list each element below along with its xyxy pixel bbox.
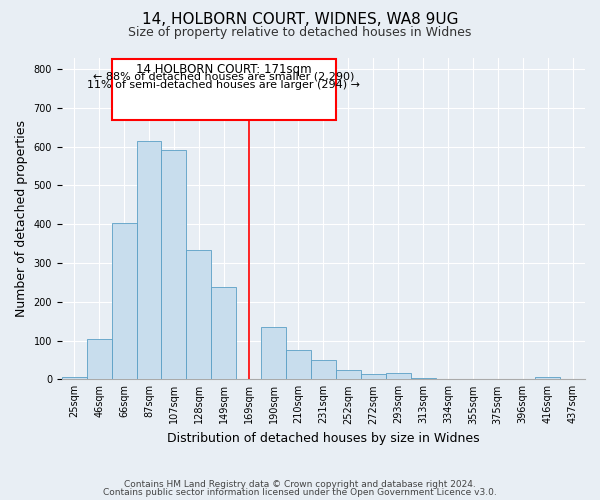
Y-axis label: Number of detached properties: Number of detached properties [15,120,28,317]
Bar [112,224,137,380]
Text: Contains public sector information licensed under the Open Government Licence v3: Contains public sector information licen… [103,488,497,497]
Text: Contains HM Land Registry data © Crown copyright and database right 2024.: Contains HM Land Registry data © Crown c… [124,480,476,489]
Bar [361,374,386,380]
FancyBboxPatch shape [112,60,336,120]
Text: 14 HOLBORN COURT: 171sqm: 14 HOLBORN COURT: 171sqm [136,62,311,76]
Bar [261,327,286,380]
Bar [336,370,361,380]
Bar [211,287,236,380]
Text: ← 88% of detached houses are smaller (2,290): ← 88% of detached houses are smaller (2,… [93,71,355,81]
Bar [410,378,436,380]
Bar [137,141,161,380]
Text: 11% of semi-detached houses are larger (294) →: 11% of semi-detached houses are larger (… [87,80,360,90]
Bar [187,250,211,380]
Bar [62,378,86,380]
Bar [535,376,560,380]
Bar [311,360,336,380]
Bar [86,338,112,380]
Text: Size of property relative to detached houses in Widnes: Size of property relative to detached ho… [128,26,472,39]
X-axis label: Distribution of detached houses by size in Widnes: Distribution of detached houses by size … [167,432,480,445]
Text: 14, HOLBORN COURT, WIDNES, WA8 9UG: 14, HOLBORN COURT, WIDNES, WA8 9UG [142,12,458,28]
Bar [386,373,410,380]
Bar [286,350,311,380]
Bar [161,150,187,380]
